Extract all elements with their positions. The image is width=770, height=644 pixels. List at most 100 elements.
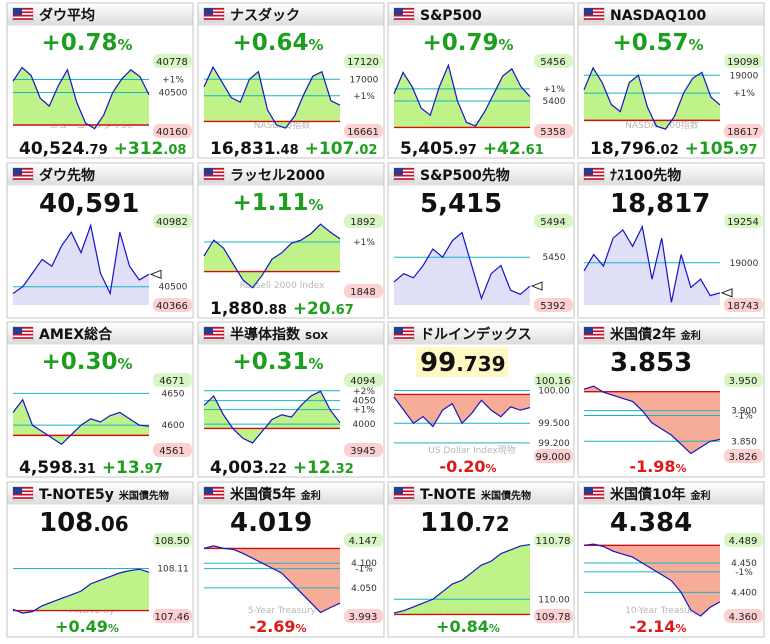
price-main: 3.853 bbox=[610, 348, 692, 378]
range-label: 5494 bbox=[540, 217, 565, 228]
title-text: S&P500先物 bbox=[420, 167, 510, 184]
tile-header bbox=[388, 482, 574, 505]
range-box bbox=[344, 443, 383, 457]
price: 40,591 bbox=[39, 189, 139, 219]
change-value: +0.64 bbox=[232, 30, 308, 56]
flag-stripe bbox=[13, 18, 33, 20]
tile-title: ダウ先物 bbox=[39, 167, 95, 184]
tile-title: ﾅｽ100先物 bbox=[610, 167, 681, 184]
diff-frac: .67 bbox=[331, 303, 354, 318]
range-box bbox=[344, 284, 383, 298]
y-tick-label: 3.850 bbox=[731, 437, 757, 447]
flag-stripe bbox=[584, 487, 604, 489]
change-value: +1.11 bbox=[232, 190, 308, 216]
change-value: +0.30 bbox=[41, 349, 117, 375]
range-box bbox=[534, 214, 573, 228]
y-tick-label: 99.500 bbox=[538, 419, 570, 429]
change-value: +0.57 bbox=[612, 30, 688, 56]
flag-canton bbox=[204, 8, 213, 15]
range-label: 4.147 bbox=[349, 536, 378, 547]
price: 16,831.48 +107.02 bbox=[210, 139, 377, 159]
diff-frac: .02 bbox=[354, 143, 377, 158]
flag-stripe bbox=[584, 178, 604, 180]
area-fill bbox=[584, 67, 720, 130]
watermark: Russell 2000 Index bbox=[240, 281, 326, 291]
range-box bbox=[344, 54, 383, 68]
price-main: 18,817 bbox=[610, 189, 710, 219]
price-frac: .31 bbox=[73, 462, 96, 477]
flag-stripe bbox=[584, 8, 604, 10]
price-frac: .72 bbox=[474, 512, 509, 536]
price-main: 99 bbox=[420, 348, 456, 378]
price-main: 16,831 bbox=[210, 139, 276, 159]
price-line bbox=[203, 223, 341, 289]
range-box bbox=[534, 298, 573, 312]
range-box bbox=[344, 373, 383, 387]
tile-header bbox=[388, 322, 574, 345]
price: 1,880.88 +20.67 bbox=[210, 299, 354, 319]
flag-stripe bbox=[13, 14, 33, 17]
range-label: 4.489 bbox=[729, 536, 758, 547]
range-box bbox=[724, 54, 763, 68]
range-label: 18617 bbox=[727, 127, 759, 138]
price: 4,598.31 +13.97 bbox=[19, 458, 163, 478]
flag-stripe bbox=[204, 487, 224, 489]
flag-stripe bbox=[204, 14, 224, 17]
flag-stripe bbox=[584, 174, 604, 177]
flag-stripe bbox=[584, 171, 604, 174]
y-tick-label: 4.100 bbox=[351, 559, 377, 569]
tile-title: ダウ平均 bbox=[39, 7, 95, 24]
y-tick-label: 4.400 bbox=[731, 588, 757, 598]
flag-stripe bbox=[394, 8, 414, 10]
tile-header bbox=[198, 482, 384, 505]
price-line bbox=[12, 398, 150, 446]
y-tick-label: 40500 bbox=[159, 283, 188, 293]
change-value: -0.20 bbox=[439, 457, 485, 476]
area-fill bbox=[394, 394, 530, 427]
price-frac: .48 bbox=[276, 143, 299, 158]
flag-stripe bbox=[13, 490, 33, 493]
tile-title: 米国債5年 金利 bbox=[230, 486, 321, 503]
price-line bbox=[583, 224, 721, 303]
range-box bbox=[534, 373, 573, 387]
y-tick-label: 99.200 bbox=[538, 439, 570, 449]
flag-stripe bbox=[394, 168, 414, 170]
range-label: 4094 bbox=[350, 376, 375, 387]
flag-canton bbox=[584, 8, 593, 15]
change: +1.11% bbox=[232, 190, 323, 216]
flag-stripe bbox=[394, 493, 414, 496]
price: 5,415 bbox=[420, 189, 502, 219]
change-value: +0.31 bbox=[232, 349, 308, 375]
y-tick-label: 100.00 bbox=[538, 386, 570, 396]
change-unit: % bbox=[676, 622, 687, 635]
y-tick-label: 108.11 bbox=[157, 565, 189, 575]
tile-header bbox=[7, 482, 193, 505]
price-line bbox=[203, 545, 341, 614]
diff-frac: .61 bbox=[521, 143, 544, 158]
change-value: +0.49 bbox=[55, 617, 108, 636]
flag-stripe bbox=[584, 18, 604, 20]
y-tick-label: 4000 bbox=[353, 420, 376, 430]
flag-stripe bbox=[204, 490, 224, 493]
flag-stripe bbox=[394, 497, 414, 499]
change: +0.57% bbox=[612, 30, 703, 56]
y-tick-label: 4.050 bbox=[351, 584, 377, 594]
title-text: ナスダック bbox=[230, 7, 300, 24]
area-fill bbox=[204, 67, 340, 129]
range-box bbox=[724, 449, 763, 463]
flag-canton bbox=[584, 327, 593, 334]
diff-main: +312 bbox=[114, 139, 164, 159]
range-label: 1848 bbox=[350, 287, 375, 298]
range-label: 40160 bbox=[156, 127, 188, 138]
price-line bbox=[583, 543, 721, 617]
range-box bbox=[534, 124, 573, 138]
range-box bbox=[534, 533, 573, 547]
flag-stripe bbox=[584, 337, 604, 339]
title-tag: 金利 bbox=[689, 489, 710, 502]
price-frac: .97 bbox=[454, 143, 477, 158]
tile-title: T-NOTE 米国債先物 bbox=[420, 487, 531, 503]
flag-stripe bbox=[13, 174, 33, 177]
flag-stripe bbox=[204, 337, 224, 339]
flag-stripe bbox=[13, 337, 33, 339]
range-label: 108.50 bbox=[155, 536, 190, 547]
